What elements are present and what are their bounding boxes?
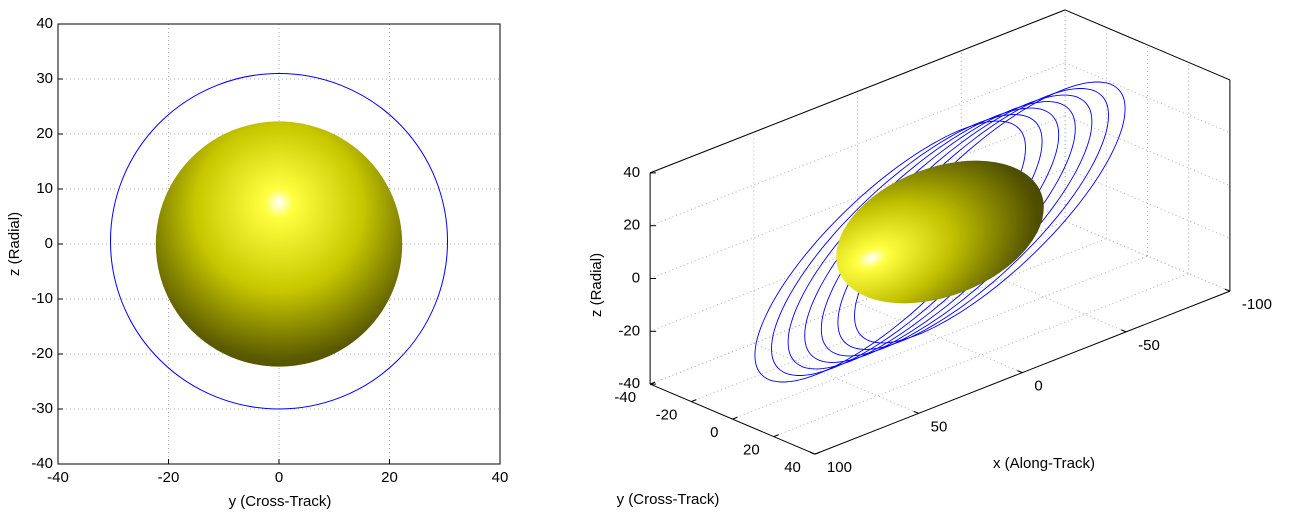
x-tick-label: 50 [931, 418, 948, 435]
y-tick-label: -20 [656, 407, 678, 424]
y-tick-label: -10 [31, 290, 53, 307]
z-tick-label: 40 [623, 164, 640, 181]
y-tick-label: 10 [36, 180, 53, 197]
box-edge [650, 10, 1065, 173]
z-tick-label: 20 [623, 217, 640, 234]
tick-mark [914, 411, 919, 413]
x-tick-label: -20 [158, 469, 180, 486]
x-tick-label: 0 [1034, 378, 1042, 395]
tick-mark [1017, 371, 1022, 373]
box-edge [1065, 10, 1230, 80]
y-tick-label: 20 [36, 125, 53, 142]
x-axis-label: x (Along-Track) [993, 455, 1095, 472]
y-tick-label: 40 [784, 459, 801, 476]
tick-mark [1225, 289, 1230, 291]
z-tick-label: -20 [618, 322, 640, 339]
tick-mark [691, 400, 696, 402]
z-axis-label: z (Radial) [588, 253, 605, 317]
tick-mark [810, 452, 815, 454]
y-axis-label: y (Cross-Track) [617, 491, 720, 508]
y-tick-label: -30 [31, 400, 53, 417]
grid-line [1065, 116, 1230, 186]
x-tick-label: 100 [827, 459, 852, 476]
tick-mark [815, 452, 820, 454]
y-tick-label: 40 [36, 15, 53, 32]
tick-mark [774, 435, 779, 437]
y-tick-label: -20 [31, 345, 53, 362]
grid-line [858, 303, 1023, 373]
sphere [156, 121, 402, 366]
grid-line [1065, 63, 1230, 133]
y-axis-label: z (Radial) [6, 212, 23, 276]
x-tick-label: -50 [1138, 337, 1160, 354]
ellipsoid [816, 133, 1064, 330]
tick-mark [1121, 330, 1126, 332]
x-tick-label: 40 [492, 469, 509, 486]
x-tick-label: 0 [275, 469, 283, 486]
y-tick-label: -40 [614, 389, 636, 406]
x-axis-label: y (Cross-Track) [229, 493, 332, 510]
x-tick-label: 20 [381, 469, 398, 486]
y-tick-label: 0 [710, 424, 718, 441]
figure: y (Cross-Track) z (Radial) x (Along-Trac… [0, 0, 1298, 518]
y-tick-label: 0 [45, 235, 53, 252]
y-tick-label: 20 [743, 442, 760, 459]
y-tick-label: -40 [31, 455, 53, 472]
y-tick-label: 30 [36, 70, 53, 87]
x-tick-label: -100 [1242, 296, 1272, 313]
z-tick-label: 0 [632, 269, 640, 286]
tick-mark [733, 417, 738, 419]
